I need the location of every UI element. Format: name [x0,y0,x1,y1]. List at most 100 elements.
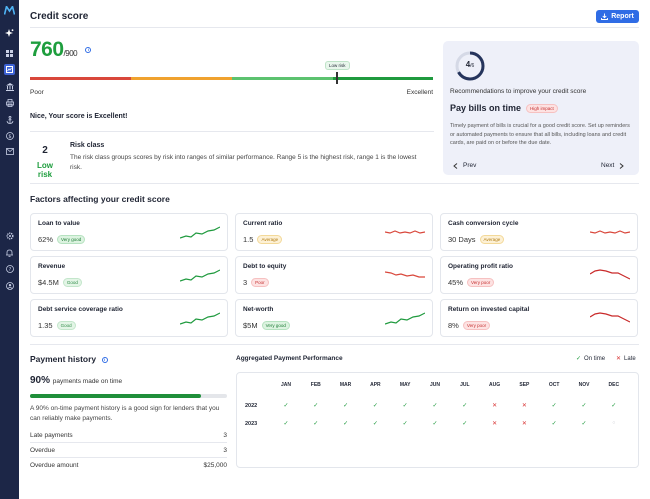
factor-title: Return on invested capital [448,306,530,313]
help-icon[interactable]: ? [4,263,15,274]
payment-note: A 90% on-time payment history is a good … [30,405,220,422]
risk-label: Low risk [37,161,53,179]
main-content: Credit score Report 760/900 i Low risk P… [19,0,650,499]
check-icon: ✓ [611,403,617,409]
mail-icon[interactable] [4,146,15,157]
check-icon: ✓ [462,403,468,409]
factor-value: 62% [38,235,54,244]
factor-title: Revenue [38,263,66,270]
bank-icon[interactable] [4,81,15,92]
next-button[interactable]: Next [601,162,625,169]
factor-card[interactable]: Revenue $4.5M Good [30,256,228,294]
grid-icon[interactable] [4,48,15,59]
check-icon: ✓ [551,421,557,427]
recommendation-title: Pay bills on time [450,103,522,113]
row-label: Overdue [30,447,55,454]
payment-performance-grid: JAN FEB MAR APR MAY JUN JUL AUG SEP OCT NOV DEC 2022… [236,372,639,468]
legend-ontime-label: On time [584,355,606,362]
printer-icon[interactable] [4,97,15,108]
month-header: MAY [399,382,411,388]
factor-badge: Very poor [467,278,495,287]
month-header: JAN [280,382,291,388]
factor-card[interactable]: Debt to equity 3 Poor [235,256,433,294]
risk-number: 2 [42,145,48,156]
section-divider-2 [30,344,639,345]
score-message: Nice, Your score is Excellent! [30,113,128,120]
recommendations-panel: 4/6 Recommendations to improve your cred… [443,41,639,175]
payment-history-heading: Payment history i [30,354,108,364]
score-marker [336,72,338,84]
factors-heading: Factors affecting your credit score [30,194,170,204]
row-label: Overdue amount [30,462,79,469]
sparkline-icon [590,312,630,323]
settings-icon[interactable] [4,230,15,241]
anchor-icon[interactable] [4,114,15,125]
factor-value: 1.35 [38,321,53,330]
factor-value: $5M [243,321,258,330]
risk-class-description: The risk class groups scores by risk int… [70,154,417,171]
factor-title: Debt service coverage ratio [38,306,123,313]
info-icon[interactable]: i [101,356,108,363]
legend-late: ✕ Late [616,355,636,363]
sidebar: $ ? [0,0,19,499]
factor-value: $4.5M [38,278,59,287]
factor-title: Operating profit ratio [448,263,513,270]
score-divider [30,131,434,132]
check-icon: ✓ [283,403,289,409]
payment-progress-fill [30,394,202,398]
score-bar-average [131,77,232,80]
factor-card[interactable]: Debt service coverage ratio 1.35 Good [30,299,228,337]
factor-value: 45% [448,278,464,287]
factor-card[interactable]: Loan to value 62% Very good [30,213,228,251]
poor-label: Poor [30,89,44,96]
check-icon: ✓ [576,356,582,362]
score-number: 760 [30,38,64,61]
cross-icon: ✕ [492,403,498,409]
factor-card[interactable]: Cash conversion cycle 30 Days Average [440,213,638,251]
sparkle-icon[interactable] [4,28,15,39]
info-icon[interactable]: i [85,47,92,54]
score-bar-poor [30,77,131,80]
check-icon: ✓ [372,403,378,409]
payment-heading-text: Payment history [30,354,97,364]
factor-badge: Very good [57,235,86,244]
recommendation-title-row: Pay bills on time High impact [450,103,558,113]
factor-title: Loan to value [38,220,80,227]
month-header: FEB [310,382,321,388]
factor-card[interactable]: Net-worth $5M Very good [235,299,433,337]
row-label: Late payments [30,432,73,439]
sparkline-icon [180,269,220,282]
user-icon[interactable] [4,280,15,291]
factor-badge: Very good [261,321,290,330]
check-icon: ✓ [402,403,408,409]
legend-ontime: ✓ On time [576,355,606,363]
next-label: Next [601,162,615,169]
check-icon: ✓ [432,403,438,409]
recommendation-count: 4/6 [454,60,486,69]
recommendation-progress-ring [455,51,485,81]
factor-title: Debt to equity [243,263,287,270]
month-header: DEC [608,382,620,388]
reco-current: 4 [465,60,471,69]
excellent-label: Excellent [406,89,433,96]
factor-card[interactable]: Operating profit ratio 45% Very poor [440,256,638,294]
credit-score-icon[interactable] [4,64,15,75]
year-label: 2022 [245,403,258,409]
report-button[interactable]: Report [596,10,639,23]
factor-card[interactable]: Return on invested capital 8% Very poor [440,299,638,337]
prev-button[interactable]: Prev [453,162,476,169]
payment-progress-bar [30,394,227,398]
bell-icon[interactable] [4,247,15,258]
factor-badge: Poor [251,278,269,287]
factor-card[interactable]: Current ratio 1.5 Average [235,213,433,251]
factor-value: 8% [448,321,459,330]
dollar-icon[interactable]: $ [4,130,15,141]
logo-icon[interactable] [4,5,15,16]
cross-icon: ✕ [521,421,527,427]
factor-value-row: $5M Very good [243,321,290,330]
check-icon: ✓ [581,421,587,427]
factor-value-row: $4.5M Good [38,278,82,287]
credit-score-value: 760/900 i [30,38,92,62]
row-value: 3 [223,447,227,454]
chevron-right-icon [620,162,625,169]
